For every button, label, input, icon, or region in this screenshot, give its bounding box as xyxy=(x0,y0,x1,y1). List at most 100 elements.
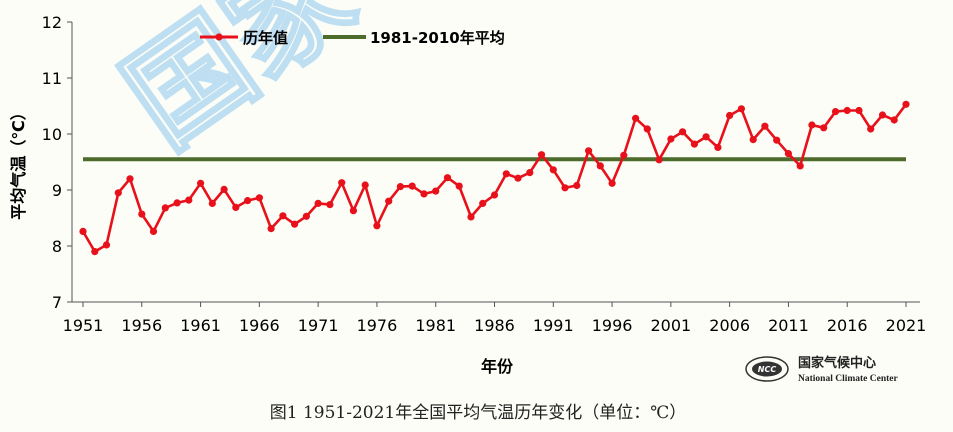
data-point-2009 xyxy=(761,122,769,130)
y-tick-label: 8 xyxy=(52,237,62,256)
data-point-1998 xyxy=(632,114,640,122)
y-tick-label: 10 xyxy=(42,125,62,144)
data-point-1995 xyxy=(596,162,604,170)
logo-emblem xyxy=(745,356,789,382)
data-point-2001 xyxy=(667,135,675,143)
x-tick-label: 2021 xyxy=(886,316,927,335)
x-tick-label: 1956 xyxy=(121,316,162,335)
x-tick-label: 1986 xyxy=(474,316,515,335)
data-point-1983 xyxy=(455,182,463,190)
x-tick-label: 1971 xyxy=(298,316,339,335)
y-tick-label: 7 xyxy=(52,293,62,312)
data-point-1968 xyxy=(279,212,287,220)
data-point-1963 xyxy=(220,185,228,193)
data-point-1973 xyxy=(338,179,346,187)
legend: 历年值 1981-2010年平均 xyxy=(200,29,505,47)
data-point-1951 xyxy=(79,227,87,235)
data-point-1987 xyxy=(502,170,510,178)
data-point-1966 xyxy=(255,194,263,202)
data-point-2012 xyxy=(796,162,804,170)
data-point-2002 xyxy=(679,128,687,136)
data-point-1982 xyxy=(443,174,452,182)
data-point-2003 xyxy=(690,140,699,148)
data-point-1977 xyxy=(385,197,393,205)
legend-item-baseline: 1981-2010年平均 xyxy=(323,29,505,47)
data-point-1965 xyxy=(244,197,252,205)
legend-label-annual: 历年值 xyxy=(243,29,288,47)
data-point-1989 xyxy=(526,169,534,177)
data-point-2008 xyxy=(749,136,757,144)
data-point-1976 xyxy=(373,222,381,230)
y-tick-label: 11 xyxy=(42,69,62,88)
figure-caption: 图1 1951-2021年全国平均气温历年变化（单位：℃） xyxy=(270,403,687,423)
x-axis-title: 年份 xyxy=(481,357,514,376)
watermark-text: 国家 xyxy=(102,0,378,174)
x-tick-label: 1961 xyxy=(180,316,221,335)
data-point-1985 xyxy=(479,199,487,207)
x-tick-label: 2006 xyxy=(709,316,750,335)
data-point-1984 xyxy=(467,213,475,221)
data-point-1991 xyxy=(549,166,557,174)
legend-marker-annual xyxy=(215,33,223,41)
data-point-1993 xyxy=(573,181,581,190)
data-point-2015 xyxy=(831,108,840,116)
data-point-2013 xyxy=(808,121,816,129)
x-tick-label: 2001 xyxy=(650,316,691,335)
data-point-1975 xyxy=(361,181,369,189)
data-point-2018 xyxy=(867,125,875,133)
data-point-1997 xyxy=(620,151,628,159)
data-point-1981 xyxy=(432,187,440,195)
y-axis-title-text: 平均气温（℃） xyxy=(9,104,28,219)
data-point-1979 xyxy=(408,182,416,190)
x-tick-label: 2016 xyxy=(827,316,868,335)
data-point-2016 xyxy=(843,106,851,115)
data-point-1952 xyxy=(91,248,99,256)
data-point-2011 xyxy=(784,150,793,158)
data-point-1990 xyxy=(537,151,546,159)
data-point-2014 xyxy=(820,124,828,132)
data-point-2017 xyxy=(855,106,863,115)
data-point-1955 xyxy=(126,175,134,183)
data-point-1978 xyxy=(396,183,404,191)
y-ticks: 7 8 9 10 11 12 xyxy=(42,13,72,312)
x-tick-label: 1951 xyxy=(63,316,104,335)
data-point-1958 xyxy=(161,204,169,212)
logo-english-name: National Climate Center xyxy=(798,374,899,384)
x-tick-label: 1966 xyxy=(239,316,280,335)
data-point-2010 xyxy=(773,136,781,144)
x-tick-label: 1991 xyxy=(533,316,574,335)
data-point-1961 xyxy=(197,179,205,187)
data-point-2021 xyxy=(902,100,910,108)
y-tick-label: 9 xyxy=(52,181,62,200)
data-point-1999 xyxy=(643,125,651,133)
data-point-1953 xyxy=(102,241,111,249)
data-point-1980 xyxy=(420,190,428,198)
data-point-1964 xyxy=(232,203,240,211)
data-point-1967 xyxy=(267,225,275,233)
data-point-1971 xyxy=(314,199,322,207)
x-tick-label: 1981 xyxy=(415,316,456,335)
series-layer xyxy=(79,100,910,256)
data-point-1994 xyxy=(585,147,593,155)
data-point-1974 xyxy=(349,207,357,215)
watermark: 国家 xyxy=(100,0,379,175)
data-point-1986 xyxy=(490,191,499,199)
data-point-1956 xyxy=(138,210,146,218)
y-axis-title: 平均气温（℃） xyxy=(9,104,28,219)
data-point-1969 xyxy=(291,220,299,228)
data-point-2005 xyxy=(714,143,722,151)
data-point-2000 xyxy=(655,156,663,164)
y-tick-label: 12 xyxy=(42,13,62,32)
logo-badge-text: NCC xyxy=(758,365,777,374)
legend-item-annual: 历年值 xyxy=(200,29,288,47)
data-point-1962 xyxy=(208,199,216,207)
x-tick-label: 2011 xyxy=(768,316,809,335)
x-ticks: 1951 1956 1961 1966 1971 1976 1981 1986 1991 1996… xyxy=(63,302,927,335)
data-point-2007 xyxy=(737,105,746,113)
logo-chinese-name: 国家气候中心 xyxy=(798,355,876,371)
data-point-1960 xyxy=(185,196,193,204)
data-point-1970 xyxy=(302,212,310,220)
